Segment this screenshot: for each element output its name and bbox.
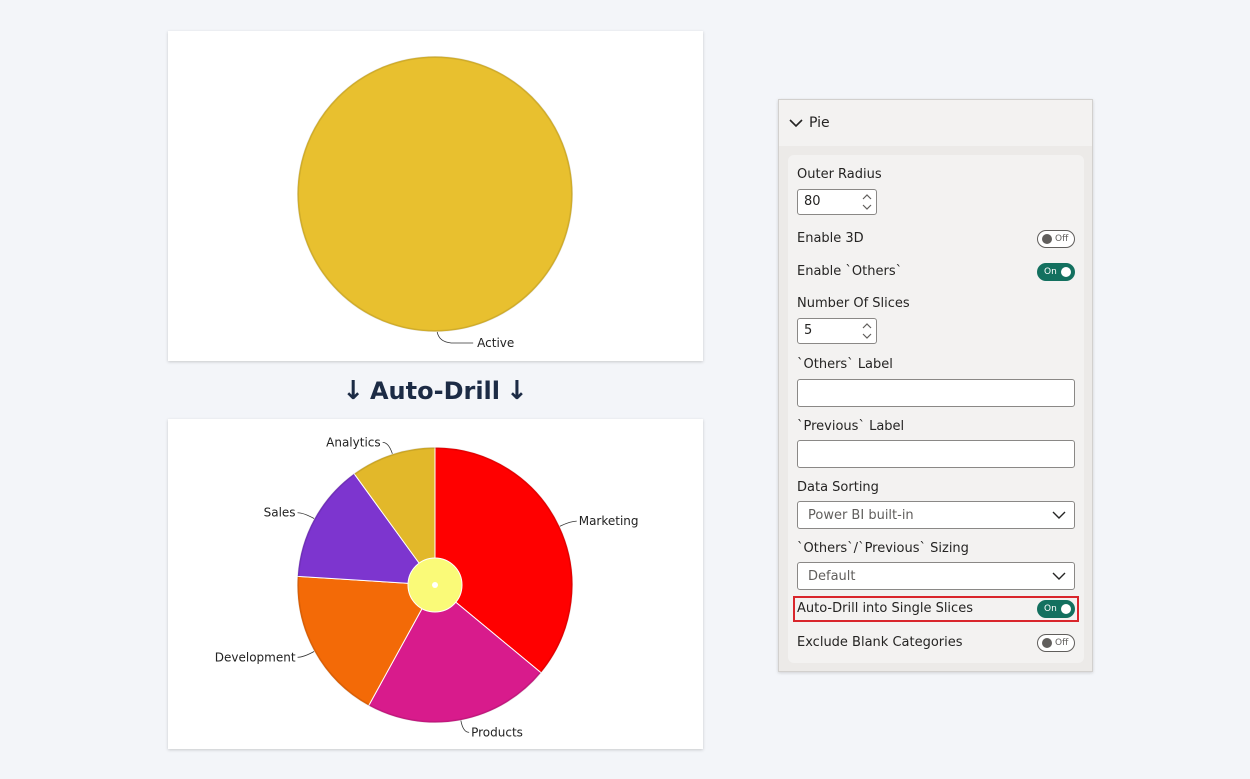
enable-3d-label: Enable 3D [797,231,864,246]
chevron-down-icon[interactable] [862,202,872,212]
down-arrow-icon: ↓ [342,376,364,406]
pie-chart-active: Active [296,55,574,350]
pie-section-header[interactable]: Pie [779,100,1092,146]
down-arrow-icon: ↓ [506,376,528,406]
toggle-state: Off [1055,234,1069,244]
outer-radius-value: 80 [804,194,821,209]
sizing-dropdown[interactable]: Default [797,562,1075,590]
pie-label-active: Active [477,336,514,350]
enable-others-label: Enable `Others` [797,264,903,279]
auto-drill-label: Auto-Drill into Single Slices [797,601,973,616]
pie-label-sales: Sales [264,506,296,520]
section-title: Pie [809,115,830,131]
auto-drill-toggle[interactable]: On [1037,600,1075,618]
previous-label-label: `Previous` Label [797,419,905,434]
auto-drill-heading: ↓ Auto-Drill ↓ [340,372,530,410]
number-of-slices-label: Number Of Slices [797,296,910,311]
sizing-value: Default [808,569,856,584]
toggle-knob [1042,638,1052,648]
chevron-up-icon[interactable] [862,192,872,202]
previous-label-input[interactable] [797,440,1075,468]
format-pane: Pie Outer Radius 80 Enable 3D Off Enable… [778,99,1093,672]
exclude-blank-toggle[interactable]: Off [1037,634,1075,652]
pie-label-analytics: Analytics [326,435,381,449]
pie-label-marketing: Marketing [579,514,639,528]
center-dot [432,582,438,588]
leader-line-products [460,720,470,733]
leader-line-sales [297,512,315,519]
data-sorting-value: Power BI built-in [808,508,914,523]
chevron-down-icon[interactable] [789,116,803,130]
pie-edge-shade [297,447,573,723]
chevron-up-icon[interactable] [862,321,872,331]
leader-line-active [436,331,474,344]
pie-slice-analytics[interactable] [353,446,436,587]
chevron-down-icon[interactable] [862,331,872,341]
enable-3d-toggle[interactable]: Off [1037,230,1075,248]
outer-radius-label: Outer Radius [797,167,882,182]
single-slice-pie-card: Active [168,31,703,361]
heading-text: Auto-Drill [369,377,501,405]
outer-radius-stepper[interactable]: 80 [797,189,877,215]
toggle-state: Off [1055,638,1069,648]
pie-chart-categories: Marketing Products Development Sales Analyti… [215,435,639,739]
pie-label-products: Products [471,725,523,739]
toggle-state: On [1044,267,1057,277]
others-label-label: `Others` Label [797,357,893,372]
exclude-blank-label: Exclude Blank Categories [797,635,963,650]
drilled-pie-card: Marketing Products Development Sales Analyti… [168,419,703,749]
toggle-state: On [1044,604,1057,614]
others-label-input[interactable] [797,379,1075,407]
toggle-knob [1061,604,1071,614]
number-of-slices-value: 5 [804,323,813,338]
enable-others-toggle[interactable]: On [1037,263,1075,281]
chevron-down-icon [1052,572,1066,580]
pie-edge-shade [297,56,573,332]
chevron-down-icon [1052,511,1066,519]
data-sorting-dropdown[interactable]: Power BI built-in [797,501,1075,529]
auto-drill-highlight [793,596,1079,622]
pie-settings-body: Outer Radius 80 Enable 3D Off Enable `Ot… [788,155,1084,663]
data-sorting-label: Data Sorting [797,480,879,495]
pie-slice-active[interactable] [296,55,574,333]
pie-slice-sales[interactable] [296,472,437,586]
toggle-knob [1042,234,1052,244]
sizing-label: `Others`/`Previous` Sizing [797,541,969,556]
leader-line-development [297,651,315,658]
leader-line-marketing [559,520,577,527]
leader-line-analytics [382,441,393,454]
pie-label-development: Development [215,650,296,664]
number-of-slices-stepper[interactable]: 5 [797,318,877,344]
toggle-knob [1061,267,1071,277]
